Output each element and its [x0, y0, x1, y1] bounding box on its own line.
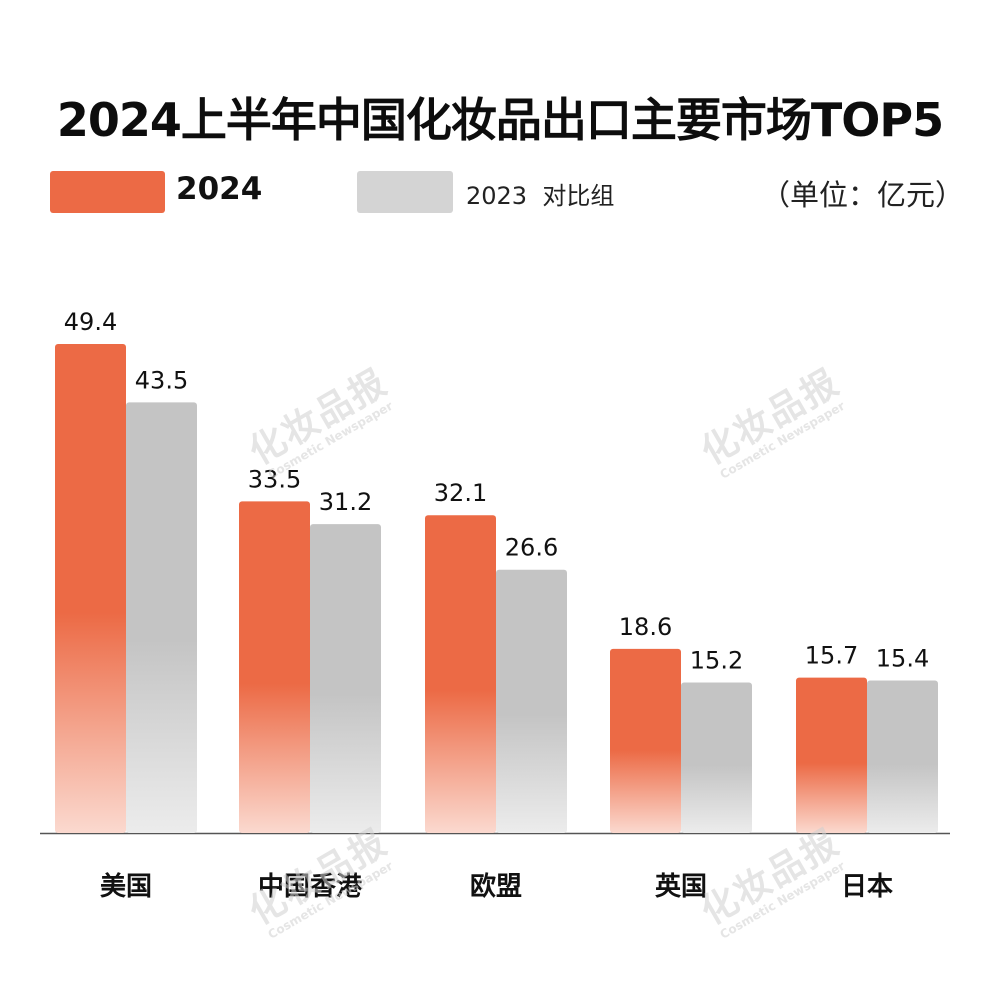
- value-label-secondary-2: 26.6: [505, 534, 558, 562]
- bar-secondary-4: [867, 680, 938, 833]
- bar-secondary-2: [496, 569, 567, 833]
- unit-label: （单位：亿元）: [760, 178, 964, 212]
- bar-secondary-3: [681, 682, 752, 833]
- value-label-secondary-0: 43.5: [135, 366, 188, 394]
- value-label-secondary-3: 15.2: [690, 647, 743, 675]
- chart-title: 2024上半年中国化妆品出口主要市场TOP5: [56, 93, 944, 147]
- value-labels-group: 49.4 43.5 33.5 31.2 32.1 26.6 18.6 15.2 15.7 15.4: [64, 308, 929, 675]
- category-label-1: 中国香港: [258, 872, 363, 902]
- value-label-secondary-4: 15.4: [876, 645, 929, 673]
- bar-primary-4: [796, 677, 867, 833]
- value-label-primary-3: 18.6: [619, 613, 672, 641]
- legend-swatch-2023: [357, 171, 453, 213]
- category-label-3: 英国: [655, 872, 707, 902]
- value-label-primary-0: 49.4: [64, 308, 117, 336]
- legend-label-2024: 2024: [176, 171, 263, 207]
- legend-label-2023: 2023 对比组: [466, 182, 615, 210]
- bar-primary-1: [239, 501, 310, 833]
- bar-primary-0: [55, 344, 126, 833]
- category-label-4: 日本: [841, 872, 893, 902]
- value-label-primary-2: 32.1: [434, 479, 487, 507]
- bar-secondary-1: [310, 524, 381, 833]
- bar-primary-2: [425, 515, 496, 833]
- value-label-primary-1: 33.5: [248, 465, 301, 493]
- category-label-0: 美国: [100, 871, 152, 902]
- value-label-secondary-1: 31.2: [319, 488, 372, 516]
- bar-primary-3: [610, 648, 681, 833]
- category-labels-group: 美国 中国香港 欧盟 英国 日本: [100, 871, 893, 902]
- bars-group: [40, 344, 950, 835]
- value-label-primary-4: 15.7: [805, 642, 858, 670]
- category-label-2: 欧盟: [470, 871, 522, 902]
- bar-secondary-0: [126, 402, 197, 833]
- legend-swatch-2024: [50, 171, 165, 213]
